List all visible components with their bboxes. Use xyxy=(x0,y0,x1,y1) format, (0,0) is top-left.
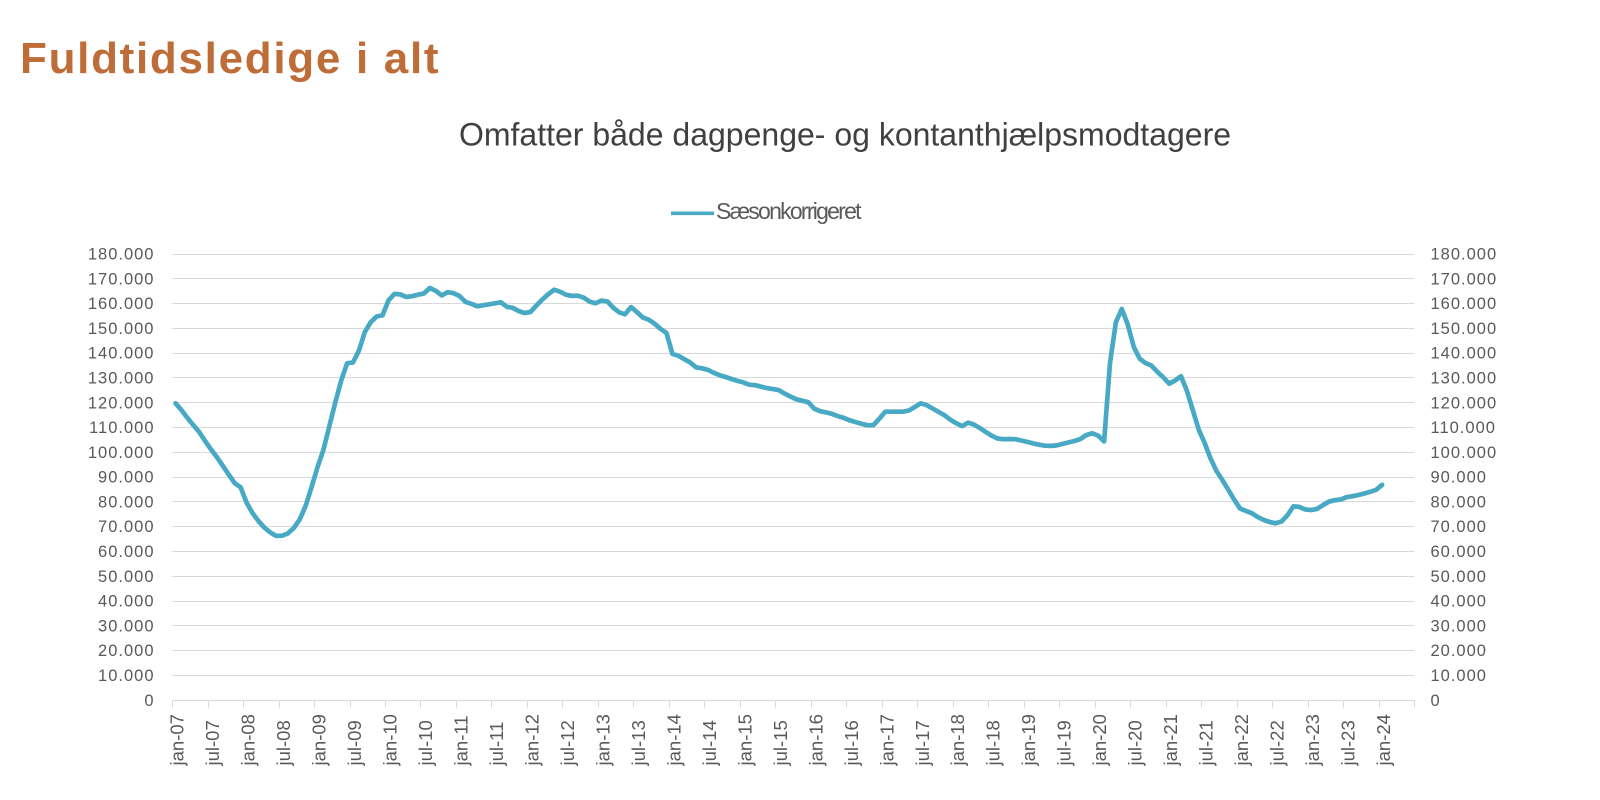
svg-text:jan-18: jan-18 xyxy=(947,714,968,766)
svg-text:jan-22: jan-22 xyxy=(1231,714,1252,766)
svg-text:jul-15: jul-15 xyxy=(770,720,791,766)
svg-text:jan-08: jan-08 xyxy=(238,714,259,766)
svg-text:120.000: 120.000 xyxy=(88,394,155,412)
svg-text:40.000: 40.000 xyxy=(98,593,154,611)
svg-text:jul-21: jul-21 xyxy=(1196,720,1217,766)
svg-text:40.000: 40.000 xyxy=(1431,593,1487,611)
svg-text:110.000: 110.000 xyxy=(1431,419,1496,437)
svg-text:jan-13: jan-13 xyxy=(592,714,613,766)
svg-text:20.000: 20.000 xyxy=(1431,642,1487,660)
svg-text:150.000: 150.000 xyxy=(88,320,155,338)
svg-text:jul-10: jul-10 xyxy=(415,720,436,766)
svg-text:jul-20: jul-20 xyxy=(1125,720,1146,766)
svg-text:jul-07: jul-07 xyxy=(202,720,223,766)
svg-text:140.000: 140.000 xyxy=(88,345,155,363)
svg-text:160.000: 160.000 xyxy=(1431,295,1498,313)
svg-text:130.000: 130.000 xyxy=(88,370,155,388)
svg-text:170.000: 170.000 xyxy=(1431,270,1498,288)
svg-text:70.000: 70.000 xyxy=(98,518,154,536)
svg-text:20.000: 20.000 xyxy=(98,642,154,660)
svg-text:70.000: 70.000 xyxy=(1431,518,1487,536)
svg-text:jul-23: jul-23 xyxy=(1338,720,1359,766)
svg-text:120.000: 120.000 xyxy=(1431,394,1498,412)
svg-text:90.000: 90.000 xyxy=(1431,469,1487,487)
svg-text:100.000: 100.000 xyxy=(88,444,155,462)
svg-text:10.000: 10.000 xyxy=(98,667,154,685)
svg-text:30.000: 30.000 xyxy=(1431,617,1487,635)
svg-text:90.000: 90.000 xyxy=(98,469,154,487)
svg-text:jan-14: jan-14 xyxy=(663,714,684,766)
svg-text:80.000: 80.000 xyxy=(1431,493,1487,511)
svg-text:jul-12: jul-12 xyxy=(557,720,578,766)
svg-text:100.000: 100.000 xyxy=(1431,444,1498,462)
svg-text:140.000: 140.000 xyxy=(1431,345,1498,363)
svg-text:160.000: 160.000 xyxy=(88,295,155,313)
svg-text:50.000: 50.000 xyxy=(1431,568,1487,586)
svg-text:jan-07: jan-07 xyxy=(167,714,188,766)
svg-text:0: 0 xyxy=(1431,692,1441,710)
svg-text:Fuldtidsledige i alt: Fuldtidsledige i alt xyxy=(20,34,440,83)
svg-text:60.000: 60.000 xyxy=(1431,543,1487,561)
svg-text:150.000: 150.000 xyxy=(1431,320,1498,338)
svg-text:0: 0 xyxy=(144,692,154,710)
svg-text:jul-14: jul-14 xyxy=(699,720,720,766)
svg-text:170.000: 170.000 xyxy=(88,270,155,288)
svg-text:jan-21: jan-21 xyxy=(1160,714,1181,766)
svg-text:30.000: 30.000 xyxy=(98,617,154,635)
svg-text:jul-18: jul-18 xyxy=(983,720,1004,766)
svg-text:jan-11: jan-11 xyxy=(450,715,471,766)
svg-text:jul-19: jul-19 xyxy=(1054,720,1075,766)
svg-text:80.000: 80.000 xyxy=(98,493,154,511)
svg-text:180.000: 180.000 xyxy=(1431,246,1498,264)
svg-text:jul-08: jul-08 xyxy=(273,720,294,766)
svg-text:jan-19: jan-19 xyxy=(1018,714,1039,766)
svg-text:jan-12: jan-12 xyxy=(521,714,542,766)
svg-text:110.000: 110.000 xyxy=(89,419,154,437)
svg-text:jul-16: jul-16 xyxy=(841,720,862,766)
svg-text:jan-10: jan-10 xyxy=(380,714,401,766)
svg-text:jan-20: jan-20 xyxy=(1089,714,1110,766)
svg-text:jul-17: jul-17 xyxy=(912,720,933,766)
svg-text:jan-23: jan-23 xyxy=(1302,714,1323,766)
svg-text:60.000: 60.000 xyxy=(98,543,154,561)
svg-text:jan-09: jan-09 xyxy=(309,714,330,766)
svg-text:jul-22: jul-22 xyxy=(1267,720,1288,766)
svg-text:130.000: 130.000 xyxy=(1431,370,1498,388)
svg-text:Omfatter både dagpenge- og kon: Omfatter både dagpenge- og kontanthjælps… xyxy=(459,117,1231,153)
svg-text:50.000: 50.000 xyxy=(98,568,154,586)
svg-text:Sæsonkorrigeret: Sæsonkorrigeret xyxy=(716,198,862,224)
svg-text:jan-17: jan-17 xyxy=(876,714,897,766)
svg-text:jul-11: jul-11 xyxy=(486,722,507,767)
svg-text:10.000: 10.000 xyxy=(1431,667,1487,685)
svg-text:jul-09: jul-09 xyxy=(344,720,365,766)
svg-text:jan-24: jan-24 xyxy=(1373,714,1394,766)
svg-text:jan-16: jan-16 xyxy=(805,714,826,766)
svg-text:180.000: 180.000 xyxy=(88,246,155,264)
svg-text:jul-13: jul-13 xyxy=(628,720,649,766)
svg-text:jan-15: jan-15 xyxy=(734,714,755,766)
